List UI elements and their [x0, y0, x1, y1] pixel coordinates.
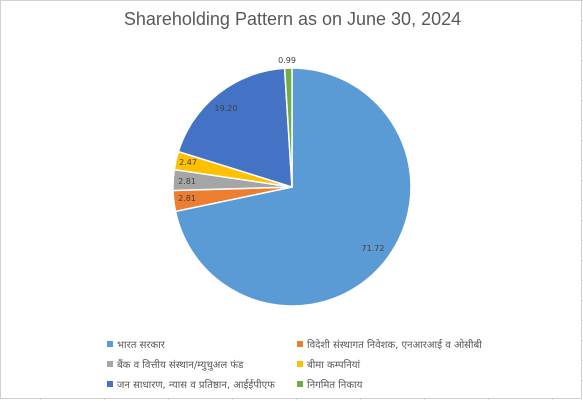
- legend-swatch: [297, 341, 303, 347]
- legend-swatch: [297, 381, 303, 387]
- legend-label: बीमा कम्पनियां: [307, 360, 361, 371]
- legend-swatch: [107, 361, 113, 367]
- legend: भारत सरकार विदेशी संस्थागत निवेशक, एनआरआ…: [107, 337, 567, 391]
- legend-label: निगमित निकाय: [307, 380, 363, 391]
- data-label: 0.99: [278, 56, 296, 65]
- legend-label: विदेशी संस्थागत निवेशक, एनआरआई व ओसीबी: [307, 340, 482, 351]
- pie-slice[interactable]: [177, 67, 293, 189]
- legend-label: बैंक व वित्तीय संस्थान/म्युचुअल फंड: [117, 360, 244, 371]
- data-label: 2.47: [179, 158, 197, 167]
- data-label: 2.81: [178, 194, 196, 203]
- legend-item: जन साधारण, न्यास व प्रतिष्ठान, आईईपीएफ: [107, 377, 297, 391]
- pie-slice[interactable]: [174, 67, 412, 307]
- legend-item: बीमा कम्पनियां: [297, 357, 557, 371]
- data-label: 2.81: [178, 177, 196, 186]
- data-label: 71.72: [362, 244, 385, 253]
- pie-slice[interactable]: [283, 67, 293, 188]
- legend-swatch: [107, 381, 113, 387]
- legend-item: भारत सरकार: [107, 337, 297, 351]
- legend-label: भारत सरकार: [117, 340, 165, 351]
- legend-swatch: [297, 361, 303, 367]
- legend-item: बैंक व वित्तीय संस्थान/म्युचुअल फंड: [107, 357, 297, 371]
- legend-label: जन साधारण, न्यास व प्रतिष्ठान, आईईपीएफ: [117, 380, 275, 391]
- data-label: 19.20: [215, 104, 238, 113]
- chart-title: Shareholding Pattern as on June 30, 2024: [123, 9, 462, 29]
- legend-item: विदेशी संस्थागत निवेशक, एनआरआई व ओसीबी: [297, 337, 557, 351]
- legend-item: निगमित निकाय: [297, 377, 557, 391]
- legend-swatch: [107, 341, 113, 347]
